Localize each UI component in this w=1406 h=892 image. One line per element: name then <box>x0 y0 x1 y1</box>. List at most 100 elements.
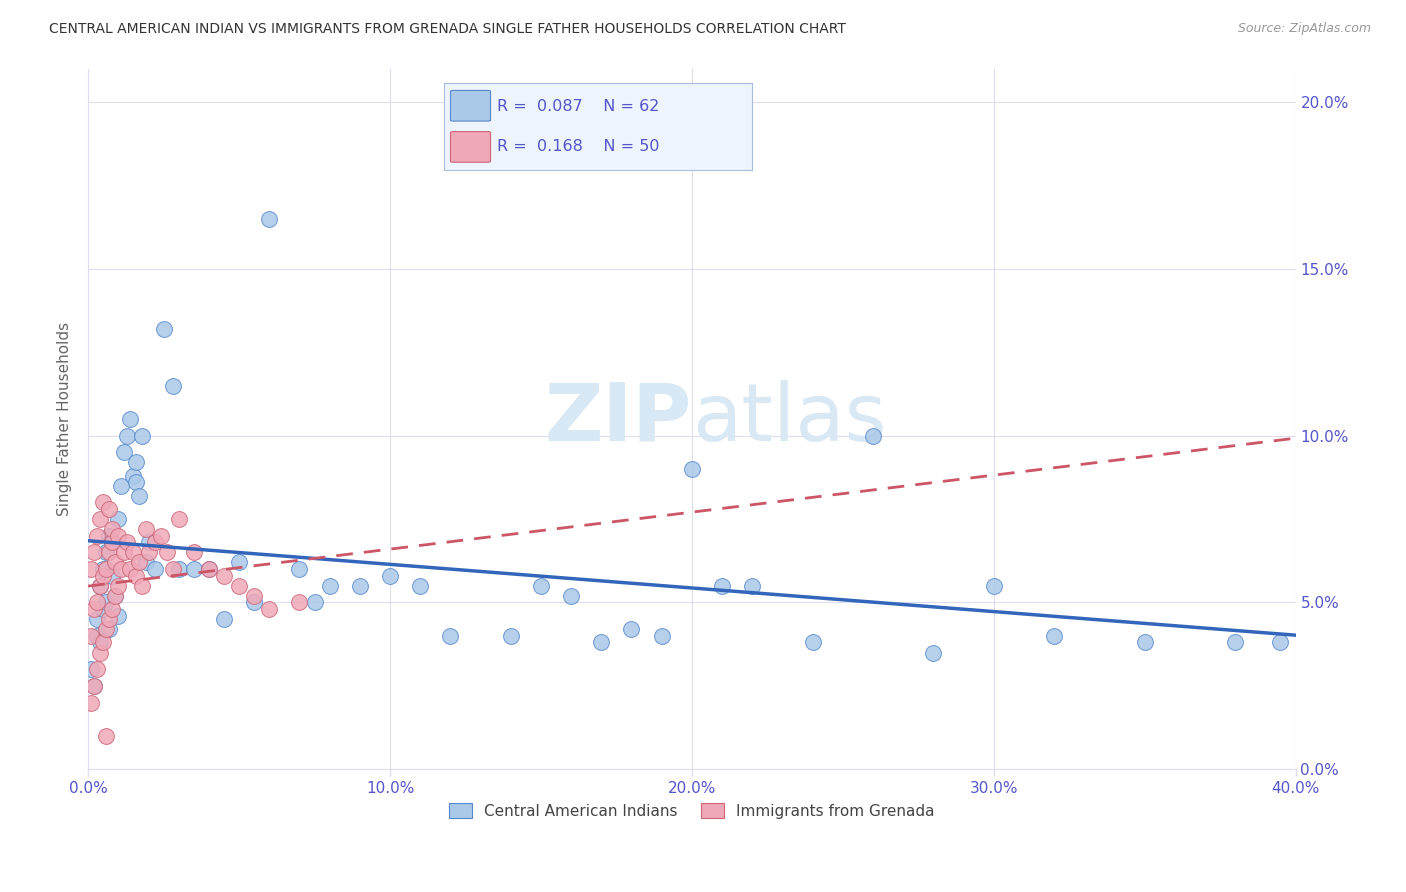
Point <box>1225 635 1247 649</box>
Point <box>152 322 174 336</box>
Point <box>104 589 127 603</box>
Point <box>98 502 121 516</box>
Point <box>801 635 824 649</box>
Point <box>86 529 108 543</box>
Point <box>91 495 114 509</box>
Text: Source: ZipAtlas.com: Source: ZipAtlas.com <box>1237 22 1371 36</box>
Point <box>125 568 148 582</box>
Point <box>304 595 326 609</box>
Point <box>198 562 221 576</box>
Point <box>83 679 105 693</box>
Point <box>681 462 703 476</box>
Point <box>117 535 139 549</box>
Point <box>120 412 142 426</box>
Point <box>128 555 150 569</box>
Point <box>96 595 118 609</box>
Point <box>112 545 135 559</box>
Point <box>104 589 127 603</box>
Point <box>104 555 127 569</box>
Point <box>96 622 118 636</box>
Point <box>183 545 205 559</box>
Point <box>91 602 114 616</box>
Point <box>138 545 160 559</box>
Point <box>117 428 139 442</box>
Point <box>243 589 266 603</box>
Point <box>83 602 105 616</box>
Point <box>110 562 132 576</box>
Point <box>741 579 763 593</box>
Point <box>91 562 114 576</box>
Point <box>983 579 1005 593</box>
Point <box>101 535 124 549</box>
Point <box>96 729 118 743</box>
Point <box>243 595 266 609</box>
Point <box>83 545 105 559</box>
Point <box>96 562 118 576</box>
Point <box>591 635 613 649</box>
Legend: Central American Indians, Immigrants from Grenada: Central American Indians, Immigrants fro… <box>443 797 941 825</box>
Point <box>80 662 103 676</box>
Point <box>98 545 121 559</box>
Point <box>259 211 281 226</box>
Point <box>228 579 250 593</box>
Text: ZIP: ZIP <box>544 380 692 458</box>
Point <box>409 579 432 593</box>
Point <box>101 602 124 616</box>
Point <box>378 568 401 582</box>
Point <box>212 568 235 582</box>
Point <box>107 579 129 593</box>
Text: CENTRAL AMERICAN INDIAN VS IMMIGRANTS FROM GRENADA SINGLE FATHER HOUSEHOLDS CORR: CENTRAL AMERICAN INDIAN VS IMMIGRANTS FR… <box>49 22 846 37</box>
Point <box>98 612 121 626</box>
Point <box>89 646 111 660</box>
Point <box>167 512 190 526</box>
Point <box>80 562 103 576</box>
Point <box>134 522 156 536</box>
Point <box>530 579 553 593</box>
Text: atlas: atlas <box>692 380 886 458</box>
Point <box>138 535 160 549</box>
Point <box>156 545 179 559</box>
Point <box>143 535 166 549</box>
Point <box>1133 635 1156 649</box>
Point <box>86 595 108 609</box>
Point <box>91 635 114 649</box>
Point <box>1043 629 1066 643</box>
Point <box>862 428 884 442</box>
Point <box>651 629 673 643</box>
Point <box>349 579 371 593</box>
Point <box>922 646 945 660</box>
Point <box>128 489 150 503</box>
Point <box>80 629 103 643</box>
Point <box>1270 635 1292 649</box>
Point <box>101 535 124 549</box>
Point <box>89 579 111 593</box>
Point <box>89 579 111 593</box>
Point <box>212 612 235 626</box>
Point <box>120 562 142 576</box>
Point <box>134 555 156 569</box>
Point <box>101 522 124 536</box>
Point <box>86 629 108 643</box>
Point <box>96 545 118 559</box>
Point <box>122 545 145 559</box>
Point <box>149 529 172 543</box>
Y-axis label: Single Father Households: Single Father Households <box>58 322 72 516</box>
Point <box>89 512 111 526</box>
Point <box>83 679 105 693</box>
Point <box>318 579 340 593</box>
Point <box>162 378 184 392</box>
Point <box>183 562 205 576</box>
Point <box>91 568 114 582</box>
Point <box>131 428 153 442</box>
Point <box>110 478 132 492</box>
Point <box>86 612 108 626</box>
Point <box>98 529 121 543</box>
Point <box>107 529 129 543</box>
Point <box>89 635 111 649</box>
Point <box>107 608 129 623</box>
Point <box>112 445 135 459</box>
Point <box>125 455 148 469</box>
Point <box>131 579 153 593</box>
Point <box>107 512 129 526</box>
Point <box>560 589 582 603</box>
